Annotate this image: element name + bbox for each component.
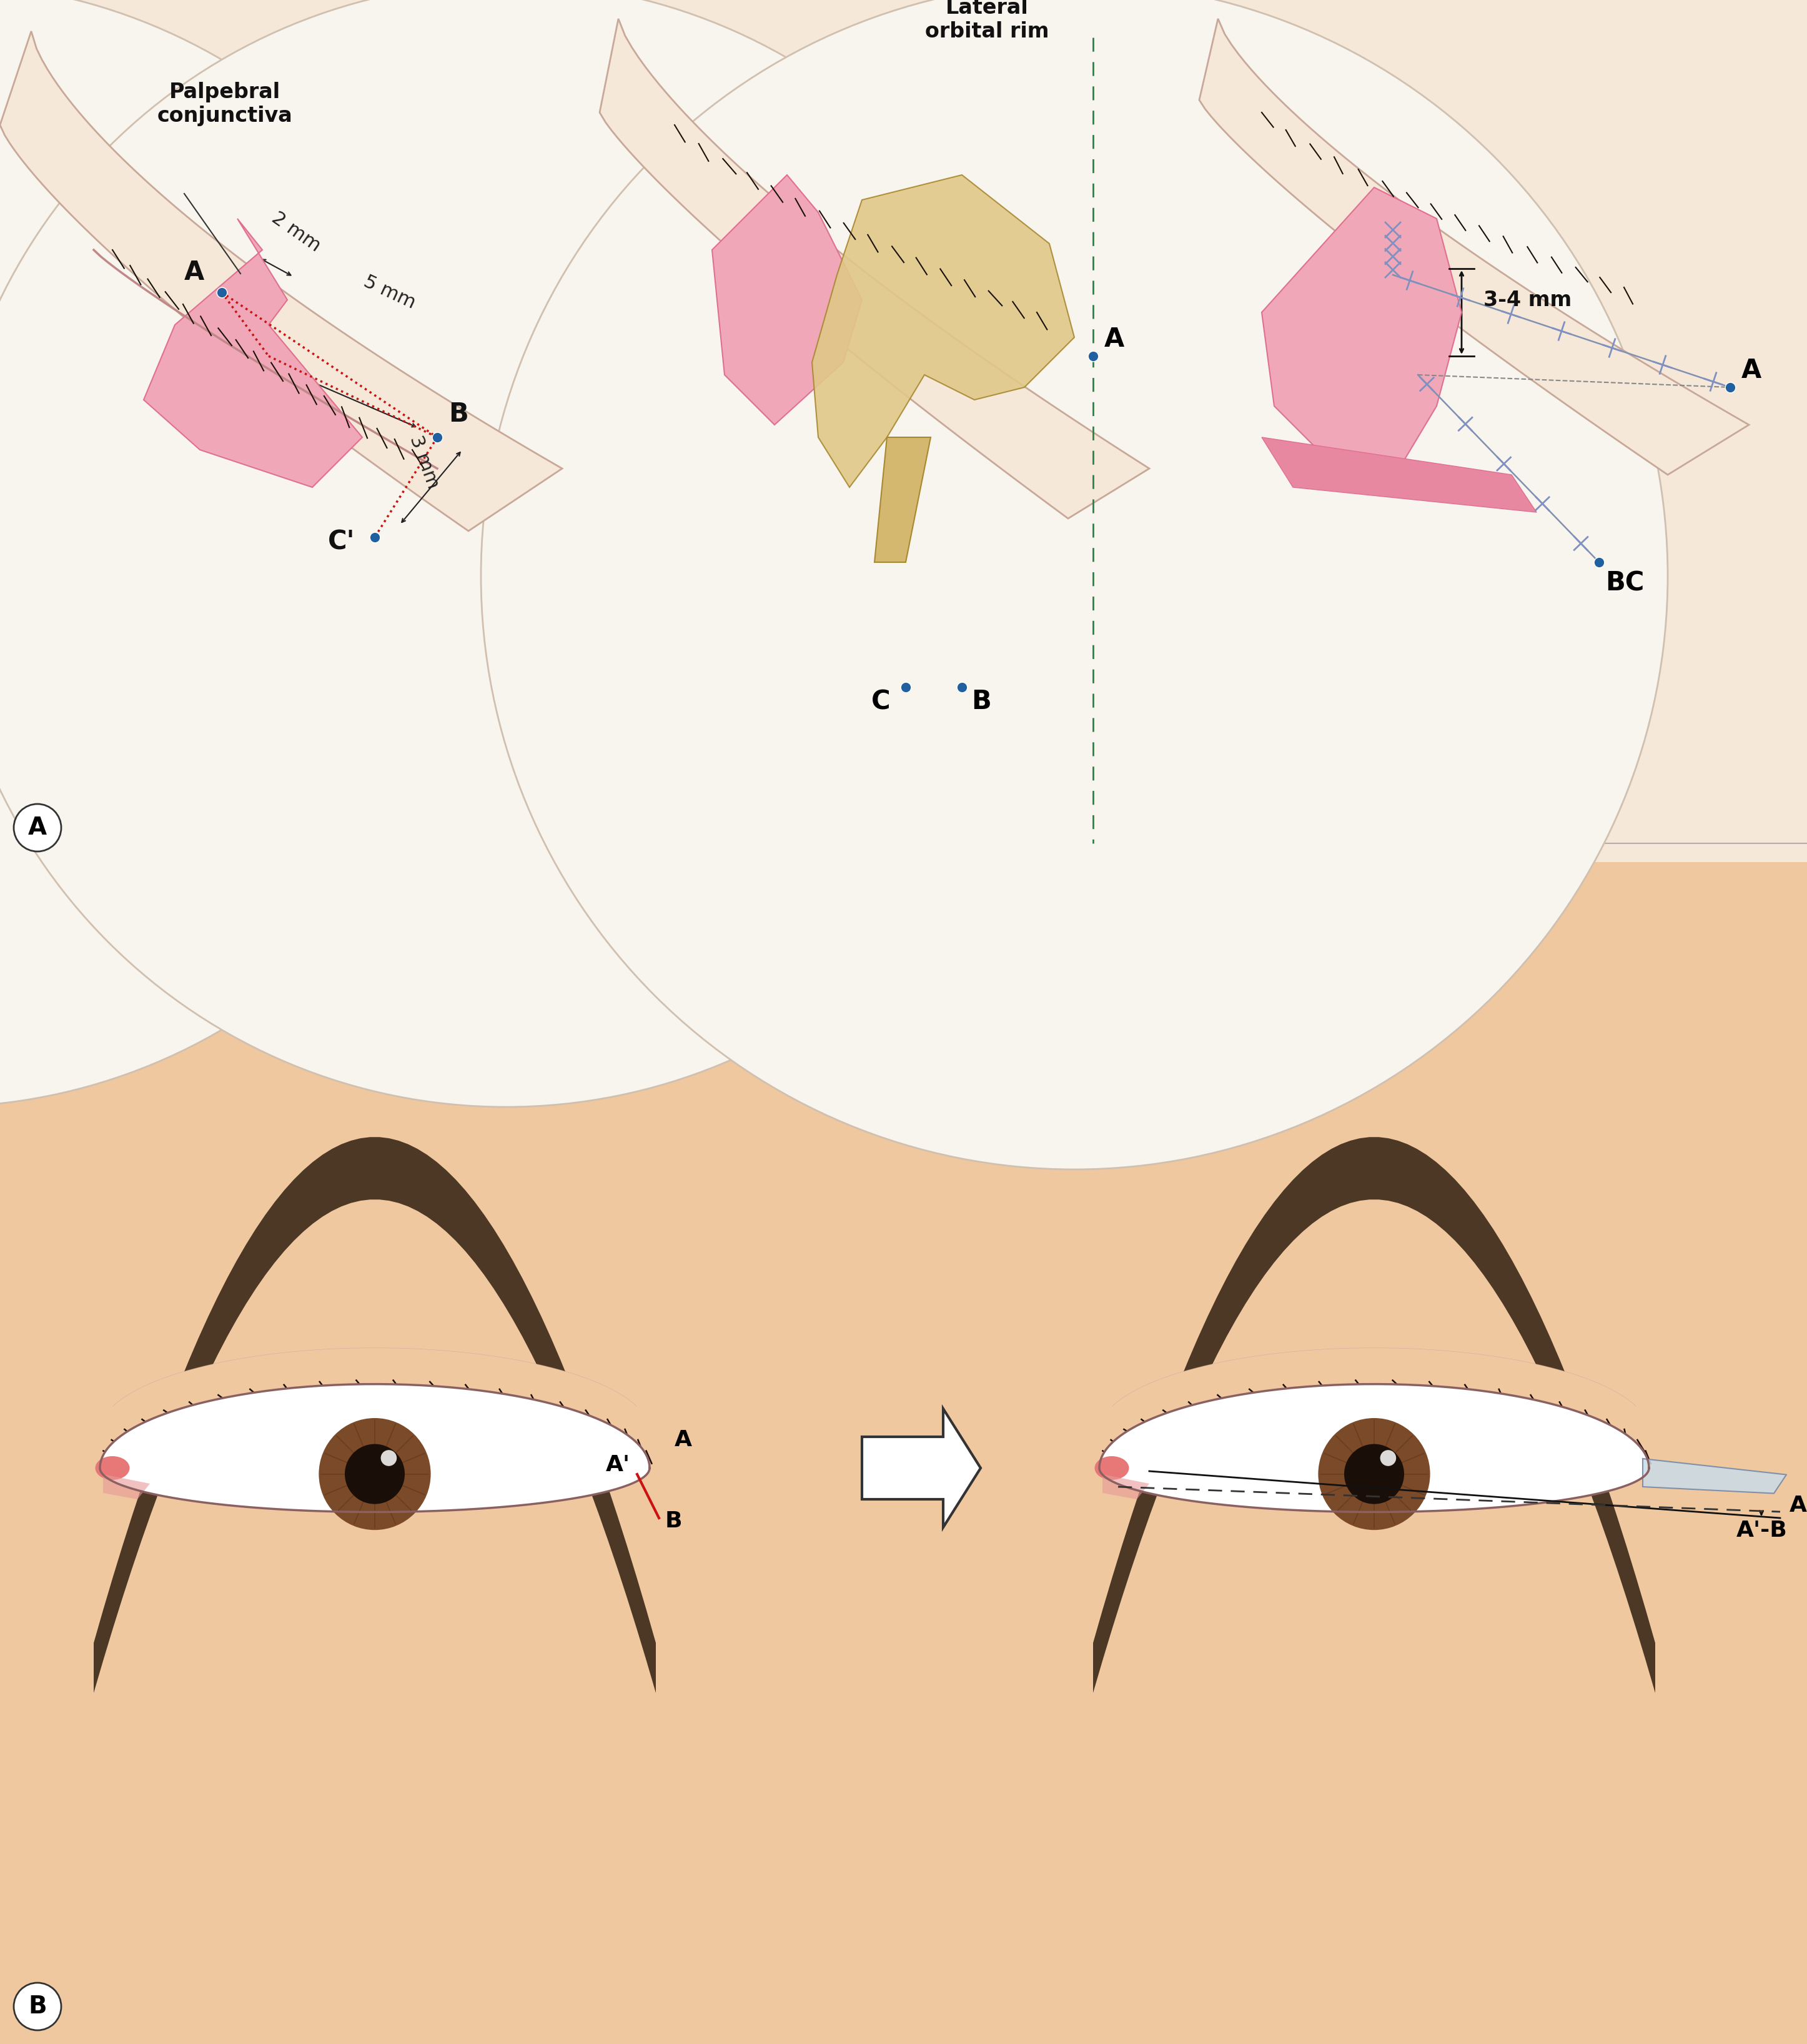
Text: Palpebral
conjunctiva: Palpebral conjunctiva <box>157 82 293 127</box>
Polygon shape <box>712 176 862 425</box>
Ellipse shape <box>96 1455 130 1480</box>
Text: A: A <box>1789 1494 1807 1517</box>
Text: B: B <box>448 401 468 427</box>
Polygon shape <box>875 437 931 562</box>
Polygon shape <box>0 31 562 531</box>
Polygon shape <box>1261 437 1536 513</box>
Text: B: B <box>665 1511 683 1531</box>
Polygon shape <box>1099 1384 1650 1513</box>
Text: C: C <box>871 689 891 715</box>
Text: A: A <box>674 1429 692 1451</box>
Text: C': C' <box>327 529 356 556</box>
Ellipse shape <box>1095 1455 1129 1480</box>
Bar <box>0 0 1807 863</box>
Text: A: A <box>184 260 204 286</box>
Circle shape <box>14 803 61 852</box>
Ellipse shape <box>31 875 719 1936</box>
Circle shape <box>318 1419 430 1531</box>
Polygon shape <box>103 1474 150 1498</box>
Text: 3 mm: 3 mm <box>407 433 443 491</box>
Bar <box>1200 0 1807 863</box>
Text: B: B <box>29 1995 47 2017</box>
Text: 3-4 mm: 3-4 mm <box>1484 290 1572 311</box>
Text: A: A <box>1104 327 1124 352</box>
Bar <box>0 863 1807 2044</box>
Text: A'-B: A'-B <box>1737 1521 1787 1541</box>
Circle shape <box>481 0 1668 1169</box>
Text: 5 mm: 5 mm <box>360 272 417 313</box>
Circle shape <box>14 1983 61 2030</box>
Text: A: A <box>1742 358 1762 384</box>
Polygon shape <box>1200 18 1749 474</box>
Circle shape <box>381 1449 398 1466</box>
Circle shape <box>1344 1443 1404 1504</box>
Bar <box>0 0 600 863</box>
Text: A': A' <box>605 1453 631 1476</box>
Polygon shape <box>99 1384 649 1513</box>
Circle shape <box>0 0 501 1108</box>
Polygon shape <box>99 1349 649 1468</box>
Circle shape <box>0 0 1068 1108</box>
Polygon shape <box>1643 1459 1787 1494</box>
Ellipse shape <box>1030 875 1718 1936</box>
Polygon shape <box>1102 1474 1149 1498</box>
Text: 2 mm: 2 mm <box>269 208 323 255</box>
Text: B: B <box>972 689 990 715</box>
Text: A: A <box>29 816 47 840</box>
Circle shape <box>1381 1449 1397 1466</box>
Text: BC: BC <box>1605 570 1644 597</box>
Polygon shape <box>862 1408 981 1527</box>
Polygon shape <box>1261 188 1462 468</box>
Polygon shape <box>145 219 361 486</box>
Circle shape <box>1317 1419 1429 1531</box>
Polygon shape <box>1099 1349 1650 1468</box>
Circle shape <box>345 1443 405 1504</box>
Bar <box>600 0 1200 863</box>
Polygon shape <box>600 18 1149 519</box>
Text: Lateral
orbital rim: Lateral orbital rim <box>925 0 1048 41</box>
Polygon shape <box>811 176 1075 486</box>
